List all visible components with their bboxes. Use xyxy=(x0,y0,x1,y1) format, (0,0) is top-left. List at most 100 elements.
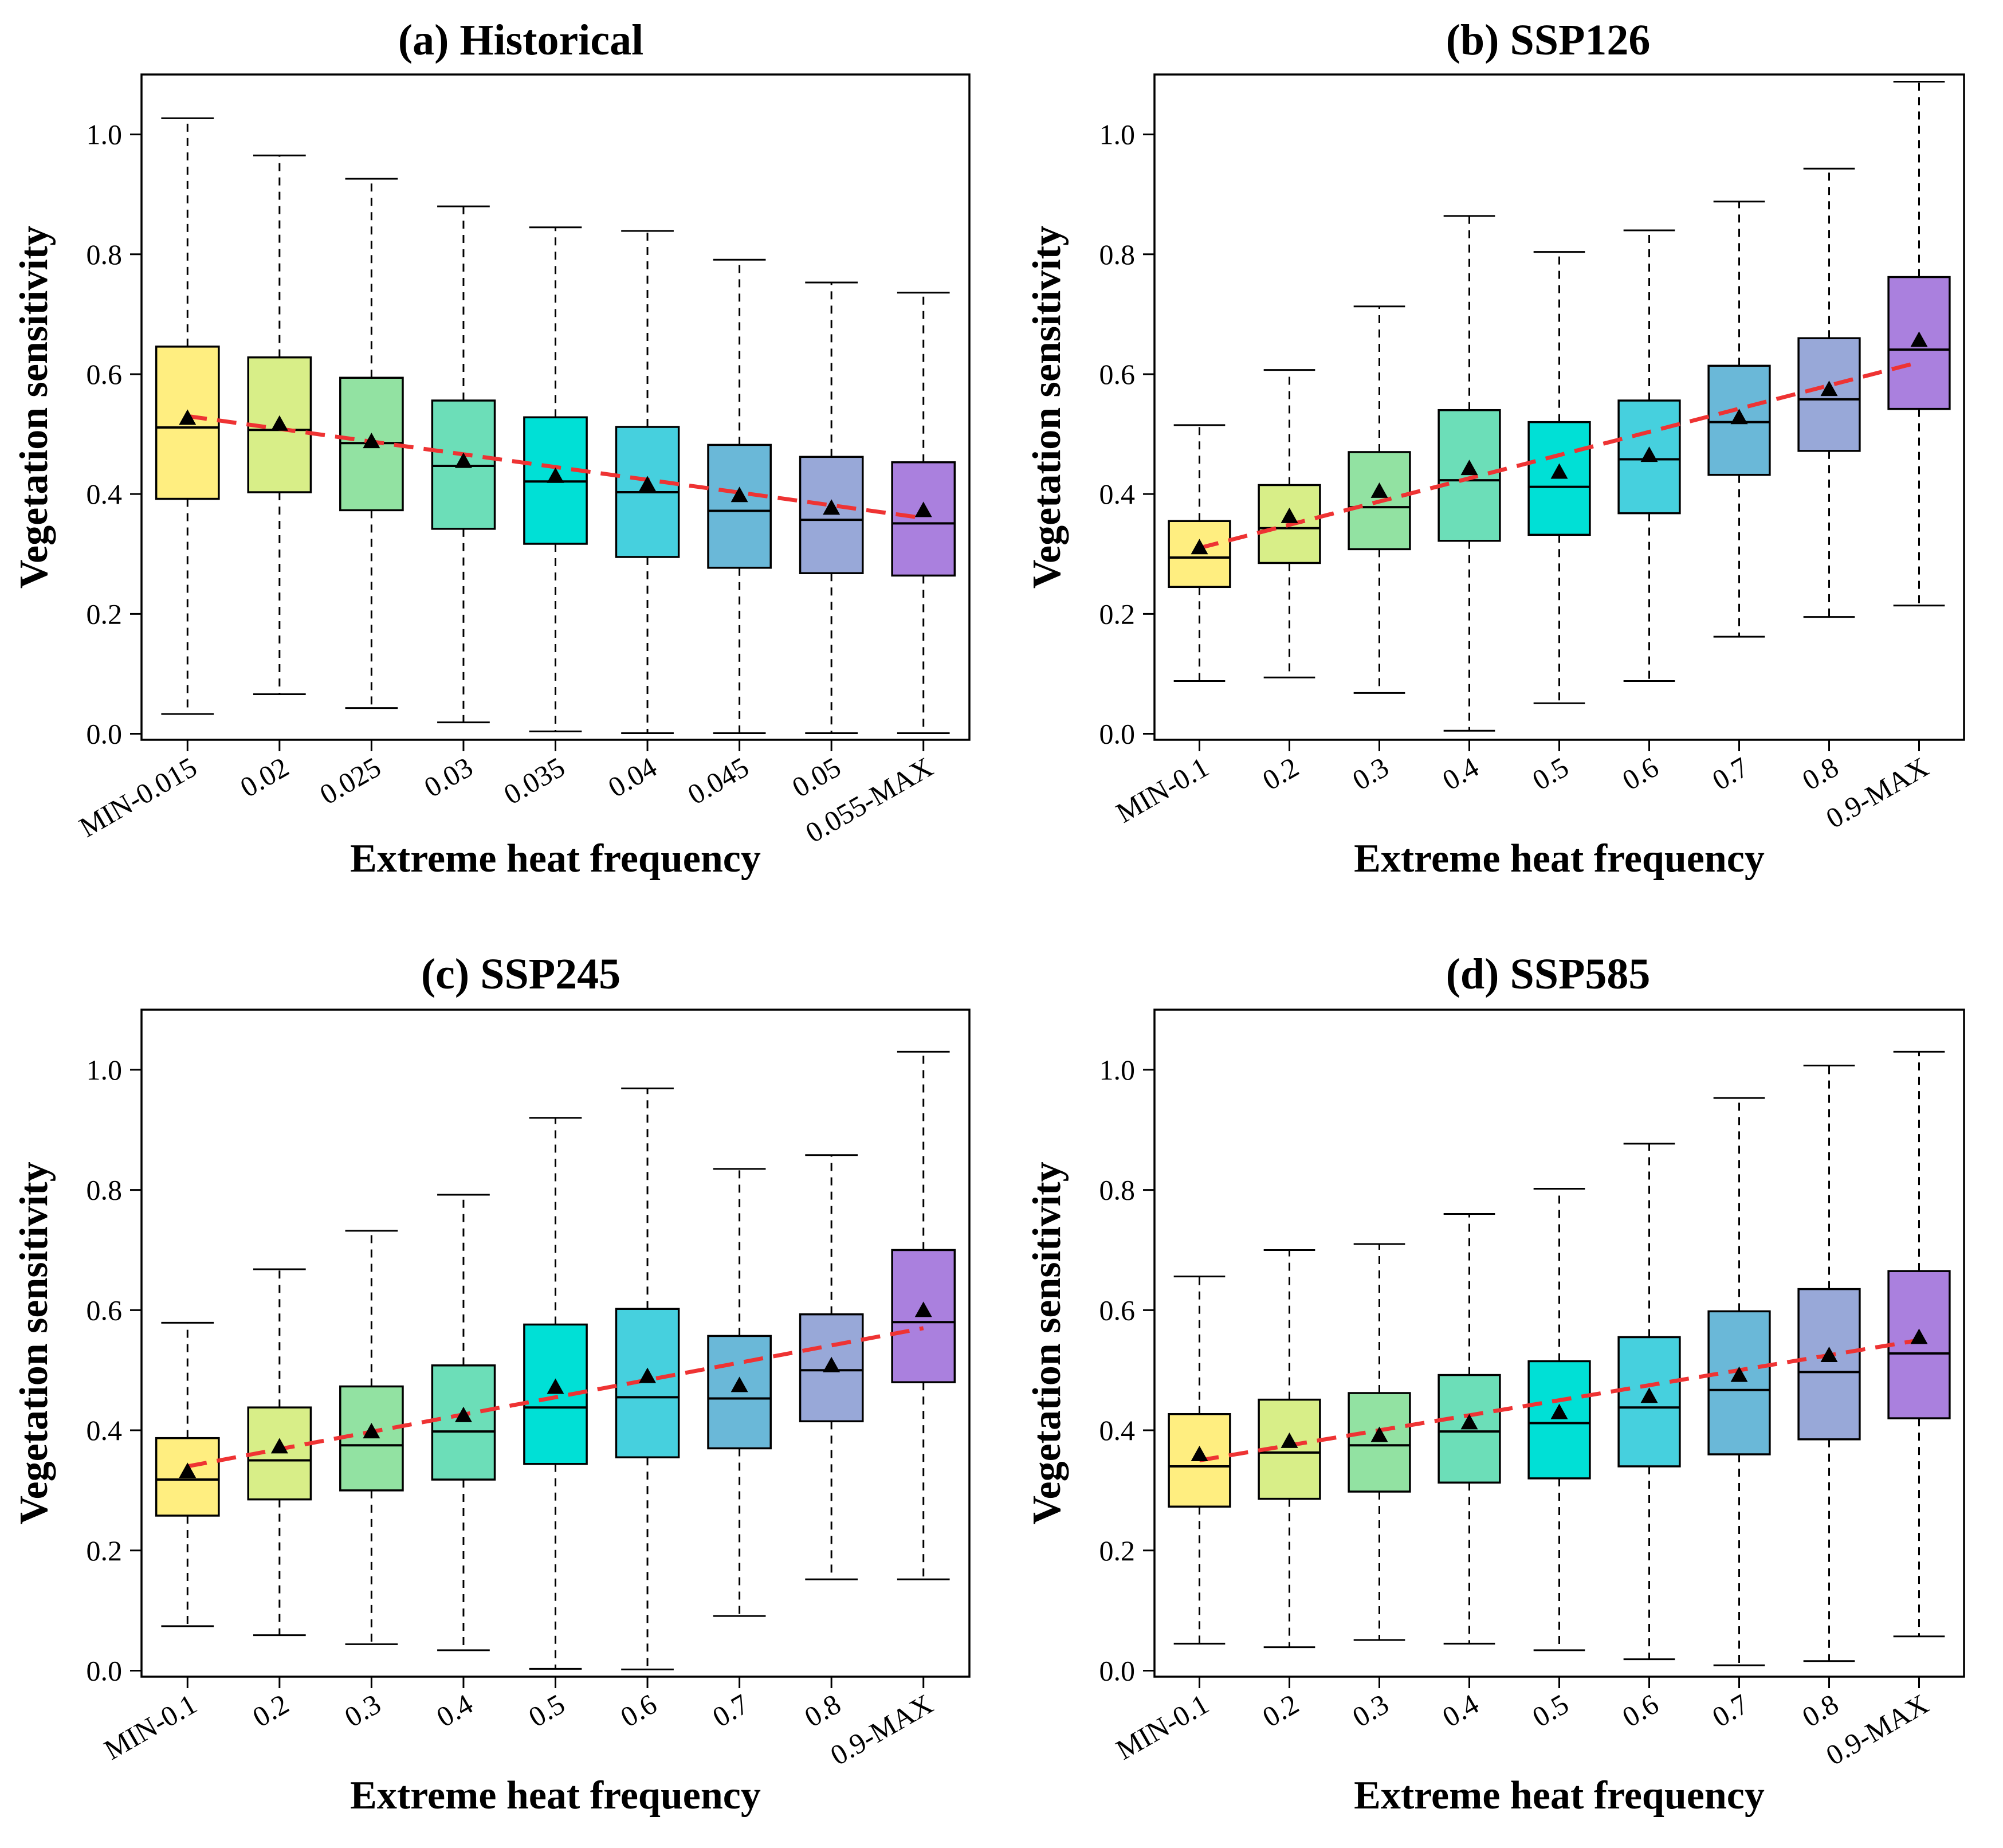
box-iqr xyxy=(891,461,956,577)
y-tick-label: 1.0 xyxy=(87,1054,123,1086)
x-tick-label: 0.04 xyxy=(603,751,662,803)
panel-d: (d) SSP585 0.0 0.2 0.4 0.6 0.8 1.0 MIN-0.1 0.2 0.… xyxy=(1025,950,1965,1818)
box-iqr xyxy=(1348,1392,1411,1493)
x-tick-label: 0.045 xyxy=(682,751,754,811)
mean-marker xyxy=(1820,380,1838,397)
mean-marker xyxy=(1370,1426,1388,1442)
mean-marker xyxy=(1460,460,1478,476)
y-tick-label: 0.0 xyxy=(87,718,123,750)
x-tick-label: 0.3 xyxy=(1347,751,1394,797)
x-axis-title: Extreme heat frequency xyxy=(1354,837,1765,881)
y-axis-title: Vegetation sensitivity xyxy=(1025,226,1069,588)
x-tick-label: 0.035 xyxy=(498,751,570,811)
mean-marker xyxy=(730,1376,748,1392)
mean-marker xyxy=(639,1367,657,1383)
box-1 xyxy=(1258,369,1321,678)
trend-line xyxy=(187,414,924,520)
x-tick-label: 0.6 xyxy=(615,1688,662,1733)
y-tick-label: 0.8 xyxy=(87,1174,123,1206)
box-8 xyxy=(1887,81,1951,607)
panel-label: (d) xyxy=(1446,950,1499,998)
y-axis-title: Vegetation sensitivity xyxy=(12,226,56,588)
x-tick-label: MIN-0.015 xyxy=(74,751,202,843)
y-tick-label: 0.6 xyxy=(1099,358,1136,390)
panel-title-text: SSP585 xyxy=(1499,950,1650,998)
y-tick-label: 0.2 xyxy=(87,598,123,630)
y-axis-title: Vegetation sensitivity xyxy=(1025,1162,1069,1524)
mean-marker xyxy=(270,1438,288,1454)
mean-marker xyxy=(1370,482,1388,498)
box-6 xyxy=(707,258,772,734)
box-iqr xyxy=(615,1308,680,1458)
x-tick-label: 0.9-MAX xyxy=(825,1688,938,1771)
y-tick-label: 0.0 xyxy=(87,1655,123,1687)
x-tick-label: 0.7 xyxy=(707,1688,754,1733)
y-tick-label: 0.4 xyxy=(1099,478,1136,510)
y-tick-label: 0.6 xyxy=(1099,1294,1136,1326)
x-tick-label: 0.8 xyxy=(1797,751,1844,797)
mean-marker xyxy=(914,1301,932,1317)
x-tick-label: MIN-0.1 xyxy=(99,1688,202,1766)
box-5 xyxy=(615,230,680,734)
mean-marker xyxy=(1281,1432,1298,1448)
y-tick-label: 0.6 xyxy=(87,1294,123,1326)
box-iqr xyxy=(1438,409,1501,542)
x-tick-label: 0.05 xyxy=(787,751,846,803)
y-tick-label: 0.4 xyxy=(87,478,123,510)
box-4 xyxy=(1527,1187,1591,1651)
box-2 xyxy=(339,1230,404,1645)
box-iqr xyxy=(1527,1360,1591,1480)
x-tick-label: 0.02 xyxy=(235,751,294,803)
box-7 xyxy=(1797,1065,1861,1662)
mean-marker xyxy=(1550,1403,1568,1419)
x-tick-label: 0.9-MAX xyxy=(1820,1688,1934,1771)
x-axis-title: Extreme heat frequency xyxy=(350,837,761,881)
box-2 xyxy=(339,178,404,709)
box-iqr xyxy=(339,1385,404,1492)
y-tick-label: 0.6 xyxy=(87,358,123,390)
box-6 xyxy=(707,1168,772,1617)
x-tick-label: MIN-0.1 xyxy=(1110,1688,1214,1766)
x-tick-label: 0.025 xyxy=(314,751,386,811)
x-tick-label: MIN-0.1 xyxy=(1110,751,1214,829)
x-tick-label: 0.4 xyxy=(1437,1688,1484,1733)
y-tick-label: 0.8 xyxy=(1099,238,1136,270)
mean-marker xyxy=(823,499,841,515)
y-tick-label: 0.4 xyxy=(87,1414,123,1446)
panel-title-text: SSP126 xyxy=(1499,16,1650,64)
mean-marker xyxy=(1640,446,1658,462)
x-tick-label: 0.5 xyxy=(1527,1688,1574,1733)
box-8 xyxy=(1887,1050,1951,1638)
mean-marker xyxy=(454,1406,472,1422)
box-3 xyxy=(1438,215,1501,732)
panel-title: (d) SSP585 xyxy=(1446,950,1651,998)
y-tick-label: 1.0 xyxy=(87,119,123,151)
mean-marker xyxy=(547,467,564,483)
x-tick-label: 0.8 xyxy=(799,1688,846,1733)
box-iqr xyxy=(707,1335,772,1450)
box-3 xyxy=(431,1194,496,1651)
x-axis-title: Extreme heat frequency xyxy=(350,1774,761,1818)
box-iqr xyxy=(1797,1288,1861,1441)
x-axis-title: Extreme heat frequency xyxy=(1354,1774,1765,1818)
mean-marker xyxy=(1910,1328,1928,1344)
panel-a: (a) Historical 0.0 0.2 0.4 0.6 0.8 1.0 MIN-0.01… xyxy=(12,16,971,881)
x-tick-label: 0.4 xyxy=(431,1688,478,1733)
x-tick-label: 0.9-MAX xyxy=(1820,751,1934,834)
panel-b: (b) SSP126 0.0 0.2 0.4 0.6 0.8 1.0 MIN-0.1 0.2 0.… xyxy=(1025,16,1965,881)
y-tick-label: 0.0 xyxy=(1099,1655,1136,1687)
mean-marker xyxy=(1460,1414,1478,1430)
y-tick-label: 1.0 xyxy=(1099,1054,1136,1086)
mean-marker xyxy=(1910,331,1928,347)
box-2 xyxy=(1348,1243,1411,1641)
box-7 xyxy=(1797,167,1861,618)
x-tick-label: 0.7 xyxy=(1707,751,1754,797)
mean-marker xyxy=(454,452,472,468)
mean-marker xyxy=(914,501,932,517)
mean-marker xyxy=(639,476,657,492)
mean-marker xyxy=(823,1356,841,1372)
mean-marker xyxy=(1640,1387,1658,1403)
x-tick-label: 0.7 xyxy=(1707,1688,1754,1733)
mean-marker xyxy=(1820,1346,1838,1362)
